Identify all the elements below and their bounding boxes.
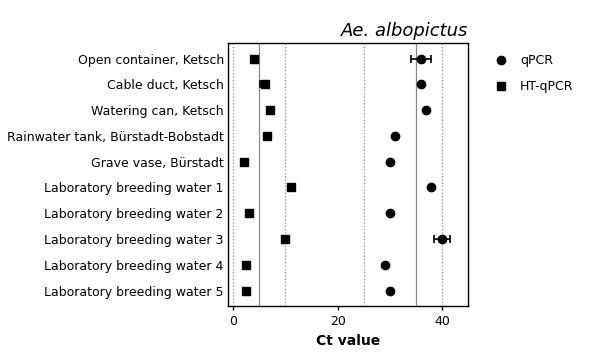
X-axis label: Ct value: Ct value — [316, 334, 380, 348]
Legend: qPCR, HT-qPCR: qPCR, HT-qPCR — [484, 49, 578, 98]
Text: Ae. albopictus: Ae. albopictus — [341, 22, 468, 40]
